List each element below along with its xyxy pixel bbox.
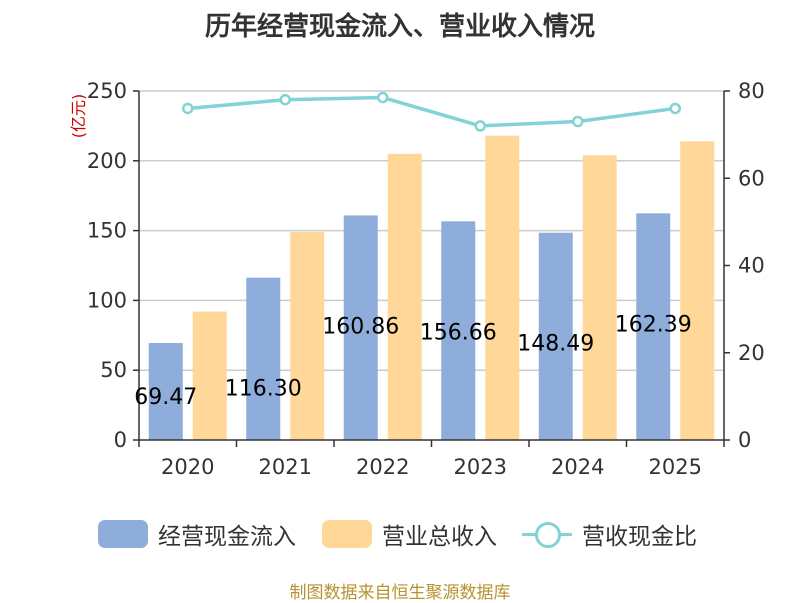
bar-cash-inflow <box>343 215 378 440</box>
bar-cash-inflow <box>246 277 281 440</box>
point-cash-ratio <box>474 120 486 132</box>
axis-layer: 050100150200250020406080(亿元)%20202021202… <box>69 79 800 479</box>
bar-layer <box>148 135 715 441</box>
legend-marker-cash-ratio <box>522 520 572 548</box>
bar-revenue <box>582 155 617 440</box>
left-axis-unit: (亿元) <box>69 94 88 139</box>
label-layer: 69.47 116.30 160.86 156.66 148.49 162.39 <box>134 312 691 410</box>
line-layer <box>182 91 681 132</box>
bar-cash-inflow <box>636 213 671 440</box>
bar-revenue <box>387 153 422 440</box>
right-tick-label: 60 <box>738 166 765 190</box>
bar-revenue <box>192 311 227 440</box>
legend-label-cash-ratio: 营收现金比 <box>582 524 697 550</box>
bar-cash-inflow <box>148 343 183 440</box>
bar-revenue <box>680 141 715 441</box>
left-tick-label: 0 <box>114 428 127 452</box>
left-tick-label: 250 <box>87 79 127 103</box>
data-label-cash-inflow: 148.49 <box>517 332 594 357</box>
data-label-cash-inflow: 160.86 <box>322 314 399 339</box>
x-tick-label: 2024 <box>551 455 604 479</box>
data-label-cash-inflow: 162.39 <box>615 312 692 337</box>
legend-label-revenue: 营业总收入 <box>382 524 497 550</box>
right-tick-label: 0 <box>738 428 751 452</box>
legend[interactable]: 经营现金流入 营业总收入 营收现金比 <box>0 514 800 554</box>
bar-revenue <box>290 231 325 440</box>
grid-layer <box>139 90 724 371</box>
point-cash-ratio <box>279 93 291 106</box>
bar-cash-inflow <box>441 221 476 440</box>
data-label-cash-inflow: 156.66 <box>420 320 497 345</box>
legend-label-cash-inflow: 经营现金流入 <box>158 524 296 550</box>
right-tick-label: 20 <box>738 341 765 365</box>
point-cash-ratio <box>572 115 584 128</box>
bar-cash-inflow <box>538 232 573 440</box>
x-tick-label: 2020 <box>161 455 214 479</box>
left-tick-label: 150 <box>87 219 127 243</box>
x-tick-label: 2025 <box>649 455 702 479</box>
x-tick-label: 2023 <box>454 455 507 479</box>
x-tick-label: 2021 <box>259 455 312 479</box>
point-cash-ratio <box>182 102 194 115</box>
legend-swatch-cash-inflow <box>98 520 148 548</box>
legend-item-revenue[interactable]: 营业总收入 <box>322 514 497 554</box>
x-tick-label: 2022 <box>356 455 409 479</box>
point-cash-ratio <box>377 91 389 104</box>
point-cash-ratio <box>669 102 681 115</box>
data-label-cash-inflow: 116.30 <box>225 377 302 402</box>
left-tick-label: 50 <box>100 358 127 382</box>
data-label-cash-inflow: 69.47 <box>134 385 197 410</box>
bar-revenue <box>485 135 520 440</box>
legend-item-cash-inflow[interactable]: 经营现金流入 <box>98 514 296 554</box>
line-cash-ratio <box>187 95 676 128</box>
source-note: 制图数据来自恒生聚源数据库 <box>289 583 511 603</box>
legend-item-cash-ratio[interactable]: 营收现金比 <box>522 514 697 554</box>
legend-swatch-revenue <box>322 520 372 548</box>
left-tick-label: 100 <box>87 288 127 312</box>
right-tick-label: 80 <box>738 79 765 103</box>
chart-title: 历年经营现金流入、营业收入情况 <box>204 12 595 42</box>
right-tick-label: 40 <box>738 254 765 278</box>
left-tick-label: 200 <box>87 149 127 173</box>
